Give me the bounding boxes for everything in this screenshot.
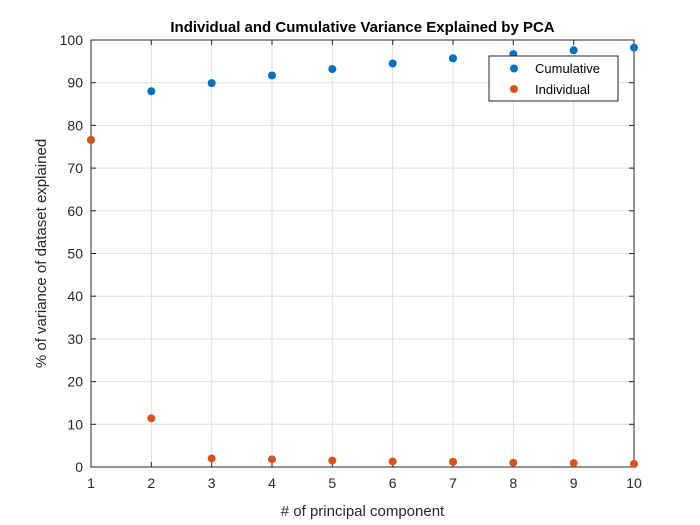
y-tick-label: 30 <box>67 331 83 347</box>
point-individual <box>268 455 276 464</box>
x-tick-label: 1 <box>87 475 95 491</box>
point-cumulative <box>207 79 216 88</box>
point-individual <box>147 414 156 423</box>
legend-box <box>488 55 619 102</box>
point-cumulative <box>328 65 337 74</box>
point-individual <box>569 459 578 468</box>
y-tick-label: 20 <box>67 374 83 390</box>
x-tick-label: 7 <box>449 475 457 491</box>
x-tick-label: 5 <box>328 475 336 491</box>
legend-label-individual: Individual <box>535 82 590 97</box>
y-tick-label: 100 <box>60 32 84 48</box>
x-tick-label: 4 <box>268 475 276 491</box>
point-individual <box>509 458 518 467</box>
y-tick-label: 10 <box>67 416 83 432</box>
chart-title: Individual and Cumulative Variance Expla… <box>170 19 554 36</box>
x-tick-label: 3 <box>208 475 216 491</box>
point-individual <box>328 456 337 465</box>
x-axis-label: # of principal component <box>281 503 445 520</box>
y-tick-labels: 0 10 20 30 40 50 60 70 80 90 100 <box>60 32 84 475</box>
x-tick-label: 8 <box>509 475 517 491</box>
point-individual <box>449 457 457 466</box>
legend-marker-cumulative <box>510 64 518 73</box>
point-cumulative <box>569 46 578 55</box>
x-tick-label: 2 <box>147 475 155 491</box>
y-tick-label: 80 <box>67 117 83 133</box>
x-tick-labels: 1 2 3 4 5 6 7 8 9 10 <box>87 475 642 491</box>
y-tick-label: 70 <box>67 160 83 176</box>
data-points <box>87 43 638 469</box>
point-cumulative <box>449 54 457 63</box>
point-cumulative <box>147 87 156 96</box>
plot-frame <box>90 39 635 468</box>
y-tick-label: 50 <box>67 246 83 262</box>
point-individual <box>388 457 397 466</box>
point-individual <box>207 454 216 463</box>
legend-label-cumulative: Cumulative <box>535 61 600 76</box>
point-cumulative <box>388 59 397 68</box>
x-tick-label: 10 <box>626 475 642 491</box>
y-tick-label: 0 <box>75 459 83 475</box>
y-axis-label: % of variance of dataset explained <box>33 139 50 368</box>
y-tick-label: 40 <box>67 288 83 304</box>
point-individual <box>630 460 638 469</box>
point-cumulative <box>630 43 638 52</box>
legend: Cumulative Individual <box>488 55 619 102</box>
legend-marker-individual <box>510 85 518 93</box>
grid-lines <box>91 40 634 467</box>
point-cumulative <box>268 71 276 80</box>
x-tick-label: 6 <box>389 475 397 491</box>
y-tick-label: 60 <box>67 203 83 219</box>
x-tick-label: 9 <box>570 475 578 491</box>
y-tick-label: 90 <box>67 75 83 91</box>
point-individual <box>87 135 95 144</box>
